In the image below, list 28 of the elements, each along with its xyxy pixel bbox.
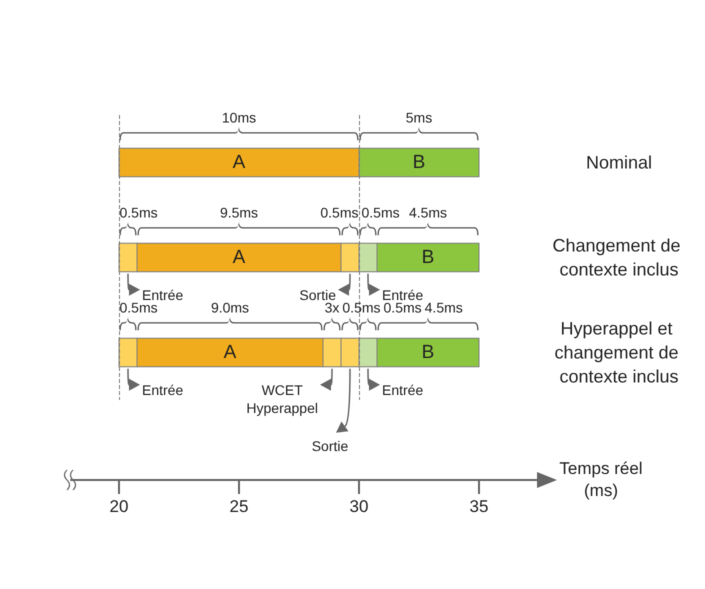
annotation: 9.0ms [210, 299, 250, 316]
text: A [232, 247, 246, 268]
annotation: 4.5ms [408, 204, 448, 220]
series-label: B [412, 152, 426, 173]
annotation: 10ms [222, 109, 256, 126]
annotation: 9.5ms [220, 204, 258, 220]
x-tick-label: 30 [350, 497, 368, 516]
annotation: Entrée [142, 382, 184, 398]
series-label: A [232, 152, 246, 173]
text: Sortie [312, 438, 348, 454]
text: B [422, 342, 434, 363]
annotation: 4.5ms [424, 299, 463, 316]
text: A [224, 342, 236, 363]
text: B [422, 247, 434, 268]
annotation: WCET Hyperappel [246, 382, 318, 416]
y-tick-label: Hyperappel et changement de contexte inclus [554, 318, 684, 386]
annotation: Entrée [382, 382, 424, 398]
annotation: 0.5ms [120, 204, 158, 220]
annotation: 0.5ms [320, 204, 358, 220]
x-tick-label: 25 [230, 497, 248, 516]
x-tick-label: 20 [110, 497, 128, 516]
y-tick-label: Changement de contexte inclus [552, 236, 686, 280]
x-axis-title: Temps réel (ms) [559, 459, 643, 500]
annotation: 0.5ms [342, 299, 381, 316]
annotation: 5ms [406, 109, 432, 126]
annotation: 0.5ms [362, 204, 400, 220]
y-tick-label: Nominal [586, 152, 652, 172]
x-tick-label: 35 [470, 497, 488, 516]
